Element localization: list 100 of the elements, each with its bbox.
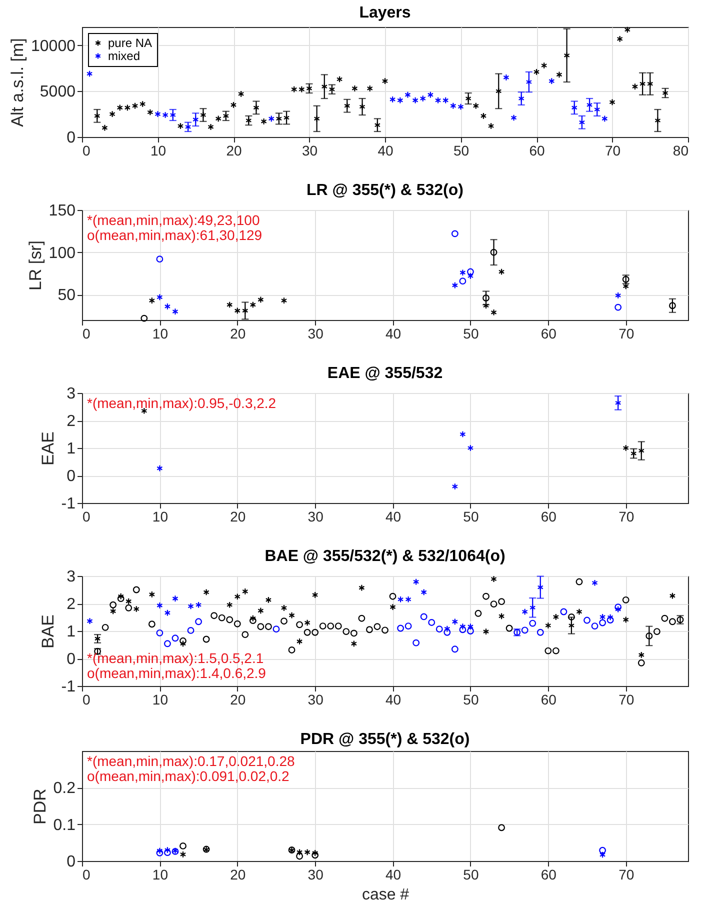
x-tick-label: 60 bbox=[529, 142, 545, 158]
y-axis-title: PDR bbox=[30, 788, 50, 824]
point bbox=[296, 638, 303, 645]
y-axis-title: EAE bbox=[38, 431, 58, 466]
x-tick-label: 20 bbox=[230, 692, 246, 708]
point bbox=[202, 636, 210, 643]
point bbox=[164, 302, 171, 310]
y-tick-label: 5000 bbox=[40, 84, 76, 101]
point bbox=[498, 598, 506, 606]
point bbox=[258, 607, 264, 614]
point bbox=[102, 624, 109, 631]
x-tick-label: 60 bbox=[540, 326, 557, 342]
point bbox=[460, 430, 466, 438]
point bbox=[162, 112, 168, 118]
point bbox=[296, 848, 303, 856]
point bbox=[215, 115, 222, 122]
point bbox=[327, 622, 334, 630]
x-tick-label: 40 bbox=[385, 508, 402, 524]
point bbox=[578, 118, 586, 126]
y-axis-title: Alt a.s.l. [m] bbox=[8, 38, 28, 127]
point bbox=[616, 35, 623, 42]
point bbox=[653, 628, 660, 636]
point bbox=[268, 115, 274, 122]
point bbox=[451, 230, 458, 238]
point bbox=[132, 102, 138, 110]
x-tick-label: 80 bbox=[672, 142, 689, 158]
point bbox=[140, 100, 146, 108]
point bbox=[154, 110, 161, 118]
point bbox=[510, 114, 517, 122]
x-tick-label: 70 bbox=[618, 326, 634, 342]
x-axis-title: case # bbox=[362, 886, 410, 903]
x-tick-label: 40 bbox=[378, 142, 394, 158]
point bbox=[465, 95, 472, 102]
point bbox=[117, 595, 124, 602]
point bbox=[210, 612, 218, 620]
point bbox=[615, 606, 622, 613]
point bbox=[180, 637, 186, 644]
point bbox=[459, 278, 466, 285]
x-tick-label: 60 bbox=[540, 866, 557, 882]
point bbox=[490, 600, 498, 608]
point bbox=[632, 83, 638, 90]
point bbox=[474, 610, 482, 617]
point bbox=[668, 302, 676, 310]
point bbox=[288, 612, 295, 619]
point bbox=[518, 95, 524, 102]
point bbox=[533, 68, 540, 76]
x-tick-label: 0 bbox=[82, 508, 90, 524]
point bbox=[459, 626, 466, 634]
point bbox=[662, 90, 668, 96]
x-tick-label: 20 bbox=[230, 508, 246, 524]
point bbox=[452, 282, 458, 289]
point bbox=[374, 122, 380, 129]
point bbox=[156, 464, 163, 472]
x-tick-label: 0 bbox=[82, 866, 90, 882]
point bbox=[529, 620, 536, 627]
point bbox=[661, 614, 668, 622]
point bbox=[488, 122, 494, 130]
point bbox=[452, 483, 458, 490]
y-axis-title: BAE bbox=[38, 614, 58, 649]
legend-label: mixed bbox=[108, 49, 140, 63]
x-tick-label: 70 bbox=[618, 508, 634, 524]
point bbox=[164, 609, 171, 616]
x-tick-label: 40 bbox=[385, 326, 402, 342]
point bbox=[537, 584, 544, 591]
point bbox=[126, 598, 132, 605]
point bbox=[466, 628, 474, 634]
point bbox=[180, 850, 186, 858]
point bbox=[180, 842, 186, 850]
point bbox=[342, 628, 350, 636]
point bbox=[250, 614, 256, 622]
point bbox=[156, 629, 164, 636]
point bbox=[366, 84, 373, 92]
point bbox=[200, 112, 206, 118]
point bbox=[242, 631, 249, 638]
point bbox=[564, 52, 570, 59]
y-tick-label: 0.2 bbox=[53, 780, 76, 798]
point bbox=[172, 634, 179, 642]
point bbox=[314, 115, 320, 122]
point bbox=[359, 103, 366, 110]
point bbox=[132, 586, 140, 594]
y-tick-label: 0 bbox=[66, 130, 76, 146]
point bbox=[389, 592, 396, 600]
point bbox=[358, 584, 365, 592]
point bbox=[668, 618, 676, 626]
x-tick-label: 50 bbox=[453, 142, 470, 158]
point bbox=[382, 626, 388, 634]
point bbox=[164, 640, 171, 648]
point bbox=[436, 626, 443, 633]
x-tick-label: 50 bbox=[463, 692, 479, 708]
point bbox=[272, 626, 280, 633]
point bbox=[265, 596, 272, 604]
point bbox=[412, 96, 418, 104]
point bbox=[638, 659, 645, 666]
point bbox=[187, 626, 194, 634]
point bbox=[195, 618, 202, 626]
point bbox=[319, 622, 326, 630]
point bbox=[654, 117, 661, 124]
point bbox=[344, 102, 350, 110]
point bbox=[467, 623, 474, 630]
point bbox=[536, 628, 544, 636]
